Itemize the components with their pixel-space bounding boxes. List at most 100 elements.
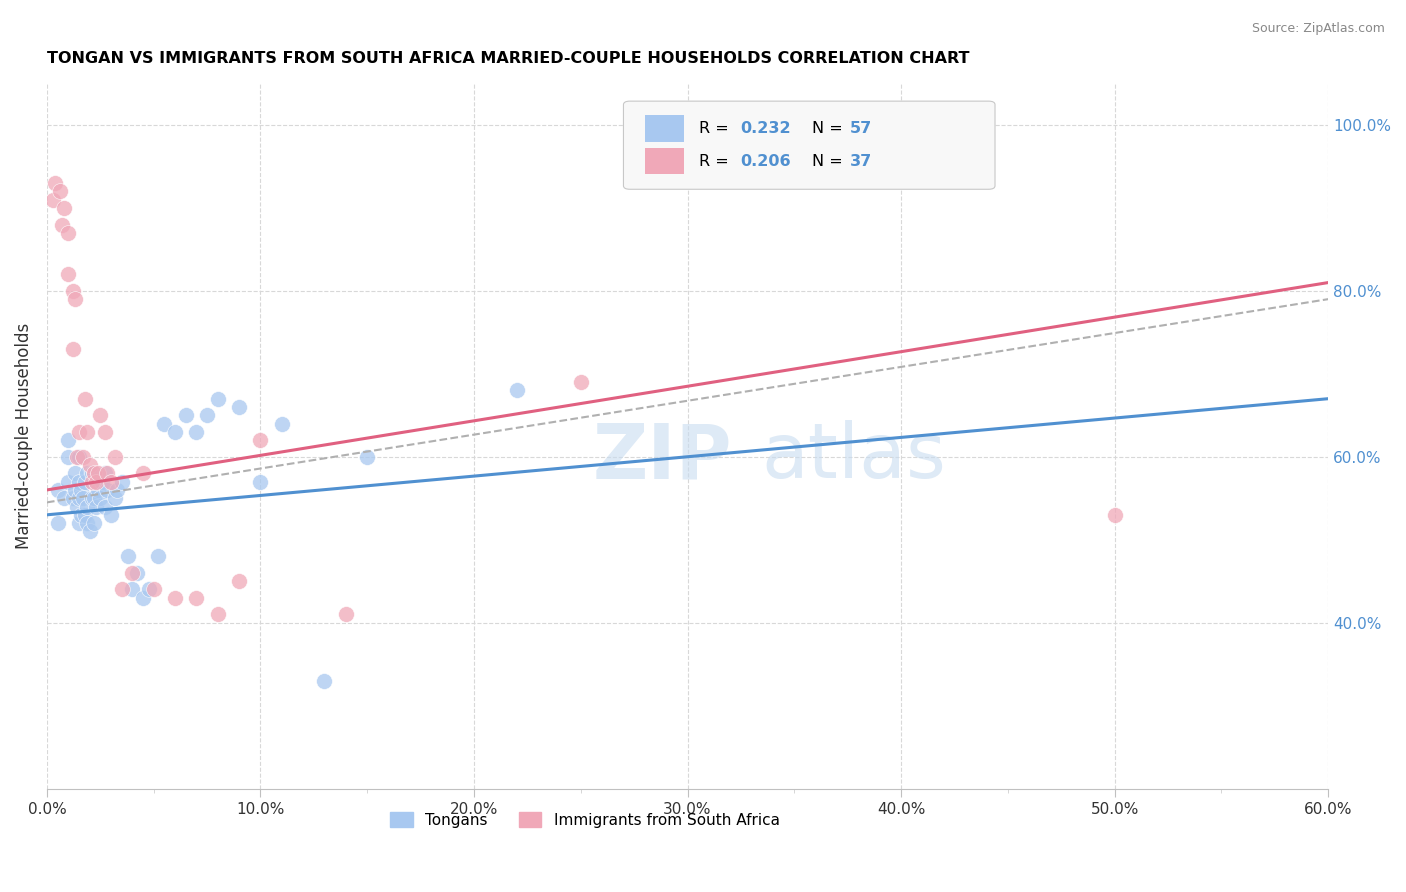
- Point: [75, 392, 97, 406]
- Point: [125, 566, 148, 580]
- Point: [142, 582, 165, 597]
- Point: [63, 292, 86, 306]
- Point: [89, 409, 111, 423]
- Point: [66, 500, 89, 514]
- Point: [46, 483, 69, 497]
- Point: [146, 549, 169, 564]
- Point: [70, 508, 93, 522]
- Point: [314, 673, 336, 688]
- Point: [76, 516, 98, 530]
- Point: [62, 491, 84, 506]
- Point: [58, 267, 80, 281]
- Point: [83, 516, 105, 530]
- Point: [1104, 508, 1126, 522]
- Text: R =: R =: [699, 121, 734, 136]
- Point: [356, 450, 378, 464]
- Point: [67, 425, 90, 439]
- Point: [100, 475, 122, 489]
- Text: R =: R =: [699, 153, 734, 169]
- Point: [83, 467, 105, 481]
- Point: [80, 475, 103, 489]
- Point: [100, 508, 122, 522]
- Point: [79, 458, 101, 472]
- Point: [111, 582, 134, 597]
- Point: [163, 591, 186, 605]
- Text: 0.206: 0.206: [740, 153, 790, 169]
- Y-axis label: Married-couple Households: Married-couple Households: [15, 323, 32, 549]
- Point: [105, 483, 128, 497]
- Point: [569, 375, 592, 389]
- FancyBboxPatch shape: [645, 115, 683, 142]
- Point: [58, 450, 80, 464]
- FancyBboxPatch shape: [623, 101, 995, 189]
- Point: [505, 384, 527, 398]
- Text: ZIP: ZIP: [592, 420, 731, 494]
- Point: [207, 392, 229, 406]
- Text: 57: 57: [851, 121, 873, 136]
- Point: [44, 176, 66, 190]
- Point: [174, 409, 197, 423]
- Point: [70, 483, 93, 497]
- Point: [58, 475, 80, 489]
- Point: [67, 475, 90, 489]
- Point: [111, 475, 134, 489]
- Point: [46, 516, 69, 530]
- Point: [249, 433, 271, 447]
- Point: [96, 483, 118, 497]
- Text: N =: N =: [811, 121, 848, 136]
- Point: [132, 467, 155, 481]
- Point: [80, 491, 103, 506]
- Point: [93, 500, 115, 514]
- Point: [93, 467, 115, 481]
- Point: [87, 467, 110, 481]
- Point: [121, 566, 143, 580]
- Point: [91, 475, 114, 489]
- Text: Source: ZipAtlas.com: Source: ZipAtlas.com: [1251, 22, 1385, 36]
- Point: [195, 409, 218, 423]
- Point: [186, 591, 208, 605]
- Point: [58, 226, 80, 240]
- Point: [84, 475, 107, 489]
- Point: [335, 607, 357, 622]
- Point: [67, 516, 90, 530]
- Point: [93, 425, 115, 439]
- Point: [87, 483, 110, 497]
- Point: [51, 218, 73, 232]
- Point: [48, 185, 70, 199]
- Point: [117, 549, 139, 564]
- Point: [79, 524, 101, 539]
- Point: [207, 607, 229, 622]
- Point: [62, 284, 84, 298]
- Point: [89, 491, 111, 506]
- Point: [52, 491, 75, 506]
- Point: [75, 508, 97, 522]
- Point: [76, 467, 98, 481]
- Point: [121, 582, 143, 597]
- Point: [96, 467, 118, 481]
- Point: [84, 500, 107, 514]
- Point: [72, 491, 94, 506]
- Text: N =: N =: [811, 153, 848, 169]
- Point: [58, 433, 80, 447]
- Point: [83, 491, 105, 506]
- Point: [270, 417, 292, 431]
- Point: [104, 450, 127, 464]
- Point: [163, 425, 186, 439]
- Point: [76, 425, 98, 439]
- Point: [67, 491, 90, 506]
- Text: atlas: atlas: [762, 420, 946, 494]
- Point: [228, 400, 250, 414]
- Point: [66, 450, 89, 464]
- Point: [76, 500, 98, 514]
- FancyBboxPatch shape: [645, 148, 683, 175]
- Point: [104, 491, 127, 506]
- Point: [153, 417, 176, 431]
- Point: [62, 342, 84, 356]
- Point: [83, 467, 105, 481]
- Point: [63, 467, 86, 481]
- Point: [72, 450, 94, 464]
- Point: [80, 467, 103, 481]
- Point: [132, 591, 155, 605]
- Text: 0.232: 0.232: [740, 121, 790, 136]
- Text: TONGAN VS IMMIGRANTS FROM SOUTH AFRICA MARRIED-COUPLE HOUSEHOLDS CORRELATION CHA: TONGAN VS IMMIGRANTS FROM SOUTH AFRICA M…: [46, 51, 969, 66]
